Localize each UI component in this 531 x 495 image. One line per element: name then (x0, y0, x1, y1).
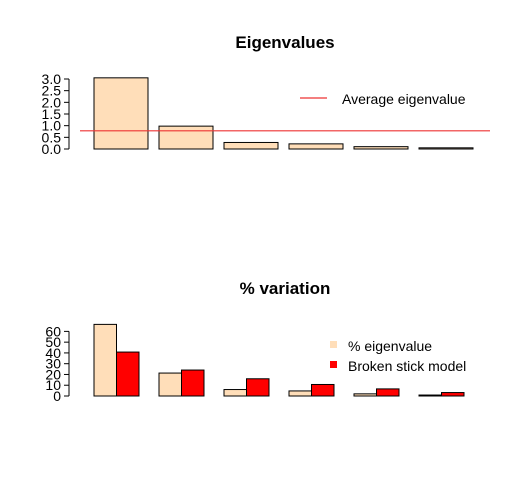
bar-eigenvalue (223, 141, 279, 150)
bar-percent-eigenvalue (353, 393, 377, 397)
y-tick-label: 2.0 (42, 94, 62, 110)
bar-broken-stick (376, 388, 400, 397)
y-tick-label: 20 (45, 366, 61, 382)
variation-title: % variation (240, 279, 331, 298)
bar-broken-stick (116, 351, 140, 397)
y-tick-label: 10 (45, 377, 61, 393)
bar-eigenvalue (288, 143, 344, 150)
bar-percent-eigenvalue (418, 394, 442, 397)
bar-eigenvalue (93, 77, 149, 150)
legend-label-broken-stick: Broken stick model (348, 358, 466, 374)
bar-percent-eigenvalue (93, 323, 117, 397)
legend-label-average: Average eigenvalue (342, 91, 466, 107)
legend-swatch-eigenvalue (330, 341, 337, 348)
y-tick-label: 1.5 (42, 106, 62, 122)
bar-percent-eigenvalue (288, 390, 312, 397)
eigenvalues-chart: Eigenvalues 0.00.51.01.52.02.53.0 Averag… (42, 33, 490, 157)
legend-label-eigenvalue: % eigenvalue (348, 338, 432, 354)
y-tick-label: 0.0 (42, 141, 62, 157)
y-tick-label: 0.5 (42, 129, 62, 145)
bar-broken-stick (246, 378, 270, 397)
eigenvalues-y-axis: 0.00.51.01.52.02.53.0 (42, 71, 70, 157)
eigenvalues-bars (93, 77, 474, 150)
bar-broken-stick (441, 392, 465, 397)
y-tick-label: 40 (45, 345, 61, 361)
variation-legend: % eigenvalue Broken stick model (330, 338, 466, 374)
y-tick-label: 1.0 (42, 118, 62, 134)
bar-percent-eigenvalue (223, 389, 247, 397)
bar-eigenvalue (158, 125, 214, 150)
bar-eigenvalue (353, 146, 409, 150)
bar-eigenvalue (418, 147, 474, 150)
legend-swatch-broken-stick (330, 361, 337, 368)
bar-broken-stick (311, 383, 335, 397)
y-tick-label: 60 (45, 323, 61, 339)
y-tick-label: 50 (45, 334, 61, 350)
bar-percent-eigenvalue (158, 372, 182, 397)
eigenvalues-title: Eigenvalues (235, 33, 334, 52)
y-tick-label: 0 (53, 388, 61, 404)
y-tick-label: 30 (45, 356, 61, 372)
y-tick-label: 2.5 (42, 83, 62, 99)
y-tick-label: 3.0 (42, 71, 62, 87)
bar-broken-stick (181, 369, 205, 397)
eigenvalues-legend: Average eigenvalue (300, 91, 466, 107)
variation-bars (93, 323, 465, 397)
